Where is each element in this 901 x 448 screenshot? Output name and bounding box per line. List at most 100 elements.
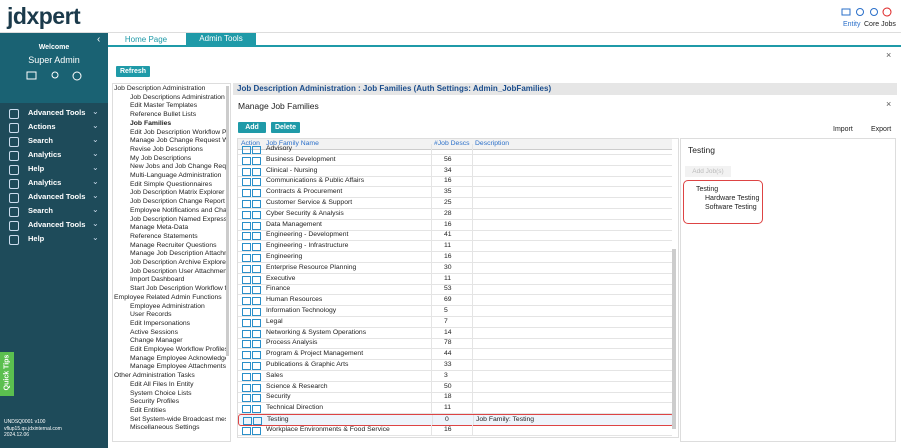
menu-icon: [9, 137, 19, 147]
column-header[interactable]: #Job Descs: [434, 140, 470, 147]
table-row[interactable]: Science & Research 50: [238, 381, 672, 393]
table-row[interactable]: Security 18: [238, 392, 672, 404]
tree-item[interactable]: Job Description Change Report: [130, 198, 225, 206]
menu-item[interactable]: Analytics: [28, 150, 62, 159]
column-header[interactable]: Action: [241, 140, 260, 147]
menu-item[interactable]: Search: [28, 136, 54, 145]
table-row[interactable]: Contracts & Procurement 35: [238, 187, 672, 199]
table-row[interactable]: Program & Project Management 44: [238, 349, 672, 361]
menu-item[interactable]: Advanced Tools: [28, 192, 86, 201]
table-row[interactable]: Enterprise Resource Planning 30: [238, 262, 672, 274]
sidebar-collapse[interactable]: ‹: [97, 34, 101, 45]
tree-item[interactable]: My Job Descriptions: [130, 154, 192, 162]
tree-item[interactable]: Edit Impersonations: [130, 319, 191, 327]
quick-tips[interactable]: Quick Tips: [0, 352, 14, 396]
tab-active[interactable]: Admin Tools: [186, 33, 256, 45]
panel-close[interactable]: ×: [886, 99, 892, 109]
tree-item[interactable]: Edit Job Description Workflow Pro: [130, 128, 226, 136]
table-row[interactable]: Cyber Security & Analysis 28: [238, 208, 672, 220]
tree-item[interactable]: User Records: [130, 311, 172, 319]
table-row[interactable]: Information Technology 5: [238, 306, 672, 317]
column-header[interactable]: Description: [475, 140, 509, 147]
menu-item[interactable]: Actions: [28, 122, 56, 131]
tree-item[interactable]: Job Descriptions Administration: [130, 93, 225, 101]
table-row[interactable]: Sales 3: [238, 370, 672, 382]
table-row[interactable]: Data Management 16: [238, 219, 672, 231]
tree-item[interactable]: Edit Master Templates: [130, 102, 198, 110]
tree-item[interactable]: Manage Recruiter Questions: [130, 241, 217, 249]
tree-item[interactable]: Miscellaneous Settings: [130, 424, 200, 432]
table-row[interactable]: Advisory: [238, 144, 672, 155]
tree-item[interactable]: Edit All Files In Entity: [130, 380, 194, 388]
tab[interactable]: Home Page: [124, 35, 168, 44]
tree-item[interactable]: Set System-wide Broadcast messa: [130, 415, 226, 423]
table-row[interactable]: Engineering 16: [238, 252, 672, 263]
tree-group[interactable]: Other Administration Tasks: [114, 372, 195, 380]
tree-item[interactable]: Reference Bullet Lists: [130, 111, 197, 119]
menu-item[interactable]: Advanced Tools: [28, 108, 86, 117]
tree-item[interactable]: Multi-Language Administration: [130, 172, 222, 179]
table-row[interactable]: Legal 7: [238, 316, 672, 328]
tree-item[interactable]: Import Dashboard: [130, 276, 185, 284]
tree-item[interactable]: Edit Entities: [130, 406, 166, 414]
tree-item[interactable]: Start Job Description Workflow for: [130, 285, 226, 293]
table-row[interactable]: Engineering - Infrastructure 11: [238, 241, 672, 253]
tree-item[interactable]: Active Sessions: [130, 328, 178, 336]
tree-item[interactable]: Employee Notifications and Chang: [130, 206, 226, 214]
table-row[interactable]: Clinical - Nursing 34: [238, 165, 672, 177]
table-row[interactable]: Human Resources 69: [238, 295, 672, 307]
tree-item[interactable]: Manage Meta-Data: [130, 224, 189, 232]
core-jobs-link[interactable]: Core Jobs: [864, 21, 896, 28]
table-row[interactable]: Business Development 56: [238, 154, 672, 166]
tree-item[interactable]: Manage Employee Attachments: [130, 363, 226, 371]
tree-item[interactable]: System Choice Lists: [130, 389, 192, 397]
table-row[interactable]: Communications & Public Affairs 16: [238, 176, 672, 188]
table-row[interactable]: Customer Service & Support 25: [238, 198, 672, 209]
detail-tree-root[interactable]: Testing: [696, 186, 719, 193]
job-family-name: Engineering - Infrastructure: [266, 242, 349, 250]
refresh-button[interactable]: Refresh: [116, 66, 150, 77]
table-row[interactable]: Publications & Graphic Arts 33: [238, 360, 672, 371]
tree-item[interactable]: Job Description Named Expressior: [130, 215, 226, 223]
delete-button[interactable]: Delete: [271, 122, 300, 133]
tree-item[interactable]: Reference Statements: [130, 232, 198, 240]
tree-item[interactable]: Change Manager: [130, 337, 183, 345]
tree-item[interactable]: Manage Job Change Request Workflows: [130, 137, 226, 145]
tree-item[interactable]: Job Description Matrix Explorer: [130, 189, 225, 197]
menu-item[interactable]: Help: [28, 234, 45, 243]
table-row[interactable]: Workplace Environments & Food Service 16: [238, 424, 672, 436]
tree-item[interactable]: Employee Administration: [130, 302, 205, 310]
tree-group[interactable]: Job Description Administration: [114, 85, 206, 92]
table-row[interactable]: Engineering - Development 41: [238, 230, 672, 242]
table-row[interactable]: Finance 53: [238, 284, 672, 296]
export-button[interactable]: Export: [871, 126, 892, 133]
tree-item[interactable]: Edit Employee Workflow Profiles: [130, 346, 226, 353]
add-button[interactable]: Add: [238, 122, 266, 133]
tree-item[interactable]: Job Description User Attachments: [130, 267, 226, 275]
tree-item[interactable]: Job Description Archive Explorer: [130, 259, 226, 266]
footer-text: 2024.12.06: [4, 432, 30, 438]
tree-item[interactable]: Manage Job Description Attachme: [130, 250, 226, 258]
menu-item[interactable]: Search: [28, 206, 54, 215]
tree-item[interactable]: Revise Job Descriptions: [130, 145, 203, 153]
tree-group[interactable]: Employee Related Admin Functions: [114, 293, 222, 301]
tree-item[interactable]: Security Profiles: [130, 398, 180, 406]
menu-item[interactable]: Help: [28, 164, 45, 173]
tree-item[interactable]: New Jobs and Job Change Requests A: [130, 163, 226, 171]
edit-icon: [243, 417, 252, 425]
detail-tree-child[interactable]: Software Testing: [705, 204, 757, 211]
menu-item[interactable]: Advanced Tools: [28, 220, 86, 229]
tree-item[interactable]: Job Families: [130, 119, 172, 127]
entity-link[interactable]: Entity: [843, 21, 861, 28]
tree-item[interactable]: Edit Simple Questionnaires: [130, 180, 212, 188]
table-row[interactable]: Process Analysis 78: [238, 338, 672, 350]
table-row[interactable]: Technical Direction 11: [238, 403, 672, 415]
menu-item[interactable]: Analytics: [28, 178, 62, 187]
tree-item[interactable]: Manage Employee Acknowledgem: [130, 354, 226, 362]
table-row[interactable]: Executive 11: [238, 273, 672, 285]
detail-tree-child[interactable]: Hardware Testing: [705, 195, 760, 202]
table-row[interactable]: Networking & System Operations 14: [238, 327, 672, 339]
column-header[interactable]: Job Family Name: [266, 140, 319, 147]
import-button[interactable]: Import: [833, 126, 853, 133]
close-icon[interactable]: ×: [886, 50, 892, 60]
